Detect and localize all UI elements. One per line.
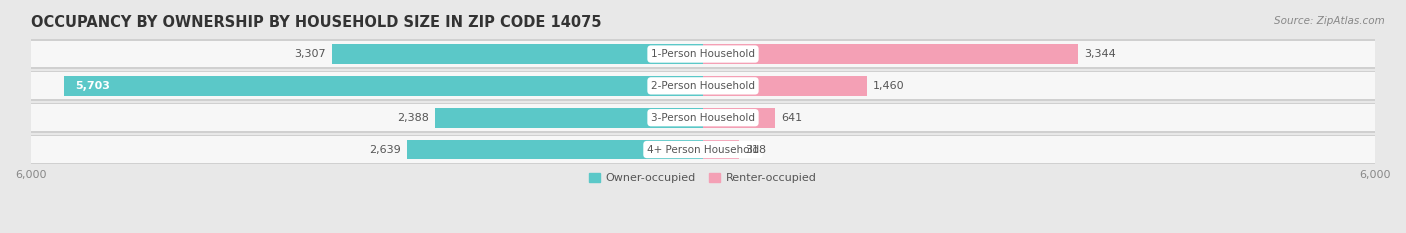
Bar <box>25 41 1381 67</box>
Text: 1-Person Household: 1-Person Household <box>651 49 755 59</box>
Text: 2-Person Household: 2-Person Household <box>651 81 755 91</box>
Bar <box>703 140 738 159</box>
Text: 2,639: 2,639 <box>368 144 401 154</box>
Text: 4+ Person Household: 4+ Person Household <box>647 144 759 154</box>
Bar <box>408 140 703 159</box>
Bar <box>20 39 1386 69</box>
Text: 3,307: 3,307 <box>294 49 326 59</box>
Text: 5,703: 5,703 <box>76 81 110 91</box>
Text: 318: 318 <box>745 144 766 154</box>
Text: 1,460: 1,460 <box>873 81 905 91</box>
Bar <box>703 76 866 96</box>
Bar <box>25 136 1381 163</box>
Text: 641: 641 <box>782 113 803 123</box>
Bar <box>703 108 775 127</box>
Text: 3-Person Household: 3-Person Household <box>651 113 755 123</box>
Bar <box>20 135 1386 164</box>
Bar <box>332 44 703 64</box>
Text: OCCUPANCY BY OWNERSHIP BY HOUSEHOLD SIZE IN ZIP CODE 14075: OCCUPANCY BY OWNERSHIP BY HOUSEHOLD SIZE… <box>31 15 602 30</box>
Text: 3,344: 3,344 <box>1084 49 1116 59</box>
Bar <box>703 44 1077 64</box>
Bar <box>436 108 703 127</box>
Bar <box>25 72 1381 99</box>
Text: Source: ZipAtlas.com: Source: ZipAtlas.com <box>1274 16 1385 26</box>
Bar <box>20 103 1386 133</box>
Bar <box>20 71 1386 101</box>
Bar <box>25 104 1381 131</box>
Bar <box>65 76 703 96</box>
Text: 2,388: 2,388 <box>396 113 429 123</box>
Legend: Owner-occupied, Renter-occupied: Owner-occupied, Renter-occupied <box>585 169 821 188</box>
